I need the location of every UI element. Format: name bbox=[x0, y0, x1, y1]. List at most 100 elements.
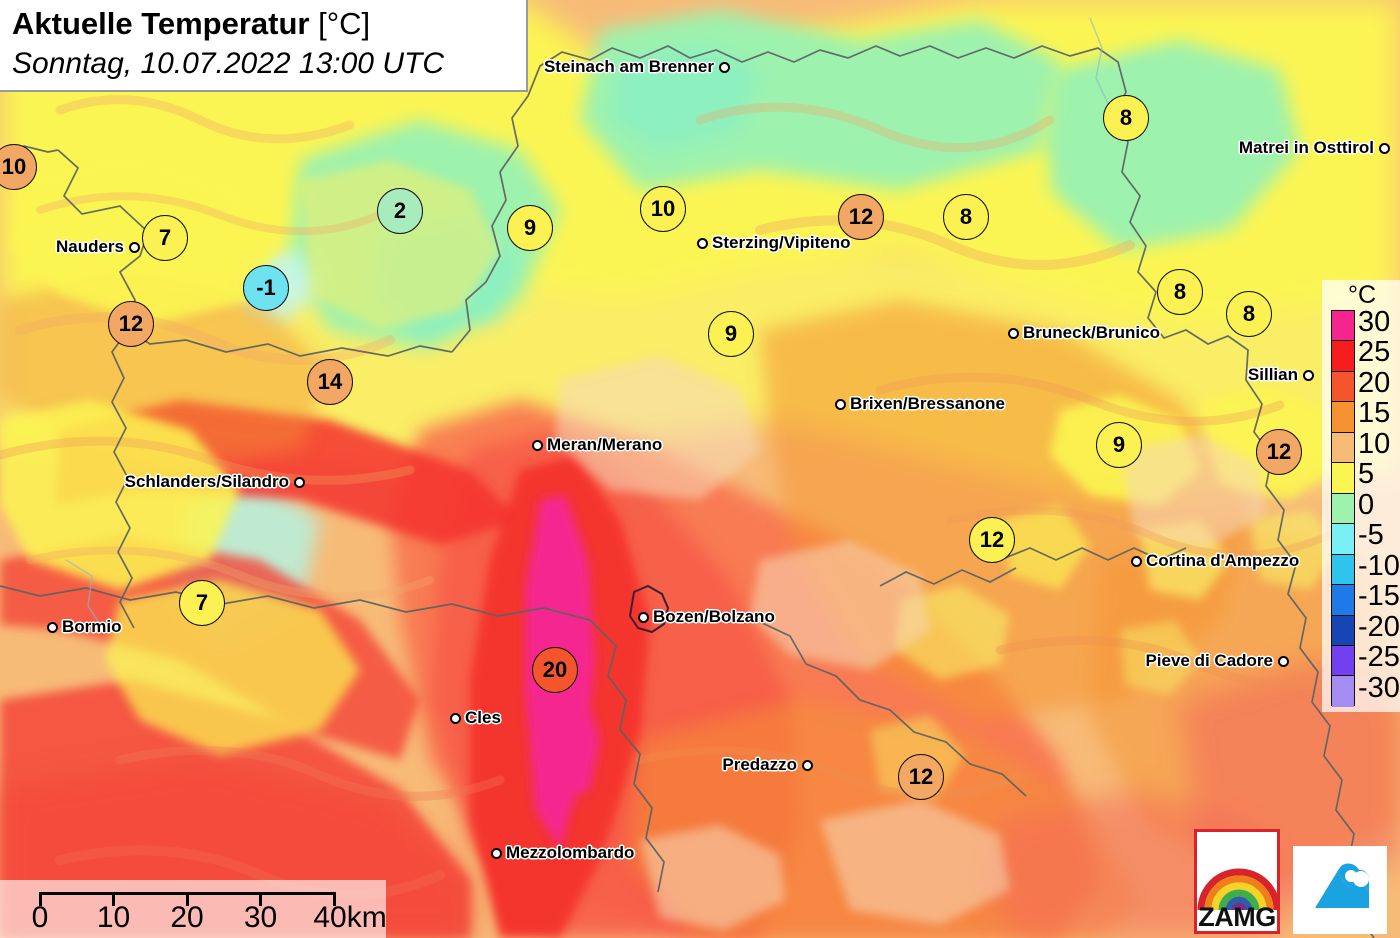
city-dot[interactable] bbox=[834, 398, 846, 410]
city-dot[interactable] bbox=[531, 439, 543, 451]
station-marker[interactable]: 7 bbox=[142, 215, 188, 261]
scale-tick bbox=[38, 892, 42, 906]
station-marker[interactable]: 9 bbox=[708, 311, 754, 357]
city-label: Pieve di Cadore bbox=[1145, 651, 1273, 670]
station-marker[interactable]: -1 bbox=[243, 265, 289, 311]
station-marker[interactable]: 2 bbox=[377, 188, 423, 234]
city-label: Bormio bbox=[62, 617, 122, 636]
station-marker[interactable]: 8 bbox=[1157, 269, 1203, 315]
station-marker[interactable]: 10 bbox=[640, 186, 686, 232]
legend-label-minus5: -5 bbox=[1358, 519, 1384, 552]
legend-label-0: 0 bbox=[1358, 488, 1375, 521]
city-dot[interactable] bbox=[1378, 142, 1390, 154]
legend-label-10: 10 bbox=[1358, 427, 1391, 460]
legend-swatch-minus10 bbox=[1332, 554, 1354, 586]
title-datetime: Sonntag, 10.07.2022 13:00 UTC bbox=[12, 47, 444, 80]
city-label: Mezzolombardo bbox=[506, 843, 635, 862]
station-marker[interactable]: 8 bbox=[943, 194, 989, 240]
city-dot[interactable] bbox=[46, 621, 58, 633]
title-main-text: Aktuelle Temperatur bbox=[12, 6, 310, 41]
city-label: Nauders bbox=[55, 237, 124, 256]
scale-tick bbox=[259, 892, 262, 906]
city-dot[interactable] bbox=[637, 611, 649, 623]
city-dot[interactable] bbox=[696, 237, 708, 249]
station-marker[interactable]: 10 bbox=[0, 144, 37, 190]
city-dot[interactable] bbox=[801, 759, 813, 771]
city-label: Schlanders/Silandro bbox=[124, 472, 289, 491]
city-dot[interactable] bbox=[1130, 555, 1142, 567]
city-dot[interactable] bbox=[128, 241, 140, 253]
city-label: Matrei in Osttirol bbox=[1238, 138, 1374, 157]
scale-tick bbox=[332, 892, 336, 906]
station-marker[interactable]: 9 bbox=[507, 205, 553, 251]
city-dot[interactable] bbox=[718, 61, 730, 73]
city-label: Meran/Merano bbox=[547, 435, 663, 454]
legend-label-25: 25 bbox=[1358, 336, 1391, 369]
page-title: Aktuelle Temperatur [°C] bbox=[12, 4, 516, 44]
legend-swatch-minus25 bbox=[1332, 645, 1354, 677]
mountain-cloud-icon bbox=[1315, 863, 1370, 908]
scale-label: 0 bbox=[31, 901, 49, 934]
legend-label-minus30: -30 bbox=[1358, 671, 1400, 704]
legend-swatch-30 bbox=[1332, 311, 1354, 342]
city-dot[interactable] bbox=[1277, 655, 1289, 667]
legend-unit-label: °C bbox=[1348, 281, 1377, 309]
legend-color-bar bbox=[1331, 310, 1355, 707]
scale-label: 40km bbox=[313, 901, 387, 934]
station-marker[interactable]: 8 bbox=[1103, 95, 1149, 141]
legend-label-minus25: -25 bbox=[1358, 641, 1400, 674]
city-label: Steinach am Brenner bbox=[543, 57, 714, 76]
city-label: Sillian bbox=[1247, 365, 1298, 384]
legend-swatch-0 bbox=[1332, 493, 1354, 525]
legend-swatch-minus15 bbox=[1332, 585, 1354, 616]
zamg-logo-text: ZAMG bbox=[1198, 902, 1276, 932]
legend-swatch-minus5 bbox=[1332, 524, 1354, 555]
legend-label-minus20: -20 bbox=[1358, 610, 1400, 643]
title-unit-text: [°C] bbox=[318, 6, 371, 41]
station-marker[interactable]: 9 bbox=[1096, 422, 1142, 468]
legend-swatch-minus30 bbox=[1332, 676, 1354, 707]
zamg-logo[interactable]: ZAMG bbox=[1194, 829, 1280, 934]
station-marker[interactable]: 12 bbox=[898, 754, 944, 800]
legend-swatch-25 bbox=[1332, 341, 1354, 372]
scale-label: 10 bbox=[96, 901, 131, 934]
station-marker[interactable]: 12 bbox=[108, 301, 154, 347]
temperature-color-legend: °C 30 25 20 15 10 5 0 -5 -10 -15 -20 -25 -30 bbox=[1322, 280, 1400, 712]
station-marker[interactable]: 8 bbox=[1226, 291, 1272, 337]
scale-label: 20 bbox=[170, 901, 204, 934]
city-label: Brixen/Bressanone bbox=[850, 394, 1005, 413]
city-label: Bozen/Bolzano bbox=[653, 607, 775, 626]
city-label: Predazzo bbox=[722, 755, 797, 774]
legend-swatch-20 bbox=[1332, 371, 1354, 403]
legend-swatch-15 bbox=[1332, 402, 1354, 433]
station-marker[interactable]: 7 bbox=[179, 580, 225, 626]
zamg-rainbow-icon bbox=[1197, 868, 1277, 911]
legend-label-minus15: -15 bbox=[1358, 580, 1400, 613]
city-dot[interactable] bbox=[1302, 369, 1314, 381]
city-label: Sterzing/Vipiteno bbox=[712, 233, 851, 252]
city-label: Bruneck/Brunico bbox=[1023, 323, 1160, 342]
legend-label-20: 20 bbox=[1358, 366, 1391, 399]
legend-swatch-minus20 bbox=[1332, 615, 1354, 646]
station-marker[interactable]: 12 bbox=[969, 517, 1015, 563]
station-marker[interactable]: 12 bbox=[1256, 429, 1302, 475]
station-marker[interactable]: 20 bbox=[532, 647, 578, 693]
legend-label-15: 15 bbox=[1358, 397, 1391, 430]
scale-tick bbox=[112, 892, 115, 906]
scale-label: 30 bbox=[243, 901, 278, 934]
city-label: Cles bbox=[465, 708, 501, 727]
city-dot[interactable] bbox=[293, 476, 305, 488]
city-label: Cortina d'Ampezzo bbox=[1146, 551, 1300, 570]
legend-label-30: 30 bbox=[1358, 306, 1391, 338]
city-dot[interactable] bbox=[449, 712, 461, 724]
legend-swatch-10 bbox=[1332, 432, 1354, 464]
city-dot[interactable] bbox=[1007, 327, 1019, 339]
station-marker[interactable]: 14 bbox=[307, 359, 353, 405]
legend-swatch-5 bbox=[1332, 463, 1354, 494]
meteo-logo[interactable] bbox=[1293, 846, 1387, 934]
city-dot[interactable] bbox=[490, 847, 502, 859]
map-title-box: Aktuelle Temperatur [°C] Sonntag, 10.07.… bbox=[0, 0, 528, 92]
station-marker[interactable]: 12 bbox=[838, 194, 884, 240]
